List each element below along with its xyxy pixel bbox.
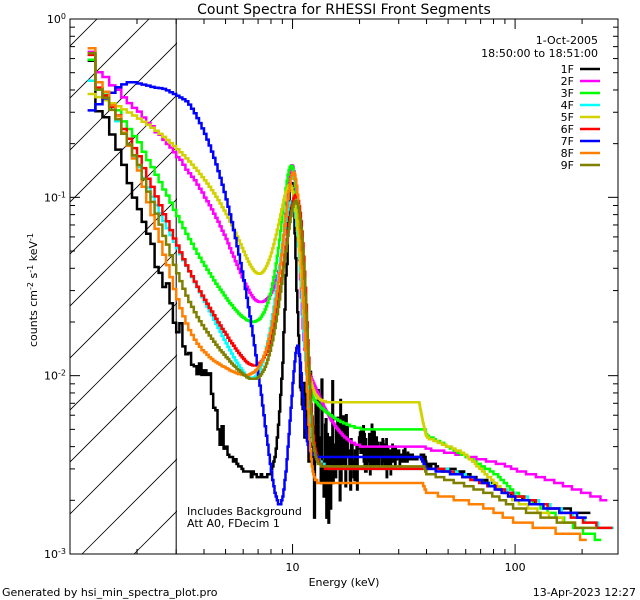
- hatch-line: [70, 42, 177, 151]
- series-9F-line: [87, 51, 598, 530]
- x-tick-label: 10: [286, 561, 300, 574]
- note-attenuator: Att A0, FDecim 1: [187, 517, 280, 530]
- hatch-line: [70, 250, 177, 359]
- hatch-line: [70, 354, 177, 463]
- series-1F-line: [87, 59, 591, 524]
- date-label: 1-Oct-2005: [536, 34, 598, 47]
- series-8F-line: [87, 46, 587, 542]
- hatch-line: [70, 406, 177, 515]
- hatch-line: [70, 19, 150, 99]
- legend-label-4F: 4F: [561, 99, 574, 112]
- legend-label-7F: 7F: [561, 135, 574, 148]
- legend-label-3F: 3F: [561, 87, 574, 100]
- series-3F-line: [87, 58, 602, 542]
- note-background: Includes Background: [187, 505, 302, 518]
- footer-timestamp: 13-Apr-2023 12:27: [533, 586, 636, 599]
- time-range-label: 18:50:00 to 18:51:00: [481, 47, 598, 60]
- plot-frame: [69, 18, 619, 555]
- hatch-line: [70, 198, 177, 307]
- legend-label-2F: 2F: [561, 75, 574, 88]
- shaded-region: [70, 19, 177, 554]
- x-tick-label: 100: [505, 561, 526, 574]
- hatch-line: [81, 458, 177, 554]
- chart-title: Count Spectra for RHESSI Front Segments: [197, 2, 491, 18]
- series-layer: [87, 46, 614, 542]
- legend-label-1F: 1F: [561, 63, 574, 76]
- legend-label-6F: 6F: [561, 123, 574, 136]
- legend-label-8F: 8F: [561, 147, 574, 160]
- legend-label-9F: 9F: [561, 159, 574, 172]
- x-axis-label: Energy (keV): [309, 576, 380, 589]
- info-block: 1-Oct-2005 18:50:00 to 18:51:00: [481, 34, 598, 60]
- series-2F-line: [87, 50, 608, 502]
- series-5F-line: [87, 92, 576, 524]
- footer-generated-by: Generated by hsi_min_spectra_plot.pro: [2, 586, 218, 599]
- series-7F-line: [87, 81, 587, 519]
- y-axis-label: counts cm-2 s-1 keV-1: [26, 233, 41, 347]
- legend-label-5F: 5F: [561, 111, 574, 124]
